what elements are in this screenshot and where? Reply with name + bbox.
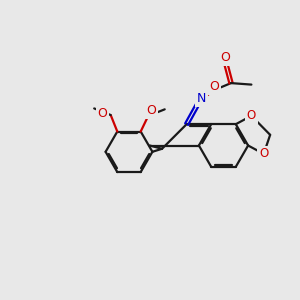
Text: O: O bbox=[210, 80, 219, 94]
Text: O: O bbox=[146, 104, 156, 117]
Text: N: N bbox=[197, 92, 206, 105]
Text: O: O bbox=[98, 107, 107, 120]
Text: O: O bbox=[220, 51, 230, 64]
Text: O: O bbox=[247, 109, 256, 122]
Text: O: O bbox=[259, 147, 268, 161]
